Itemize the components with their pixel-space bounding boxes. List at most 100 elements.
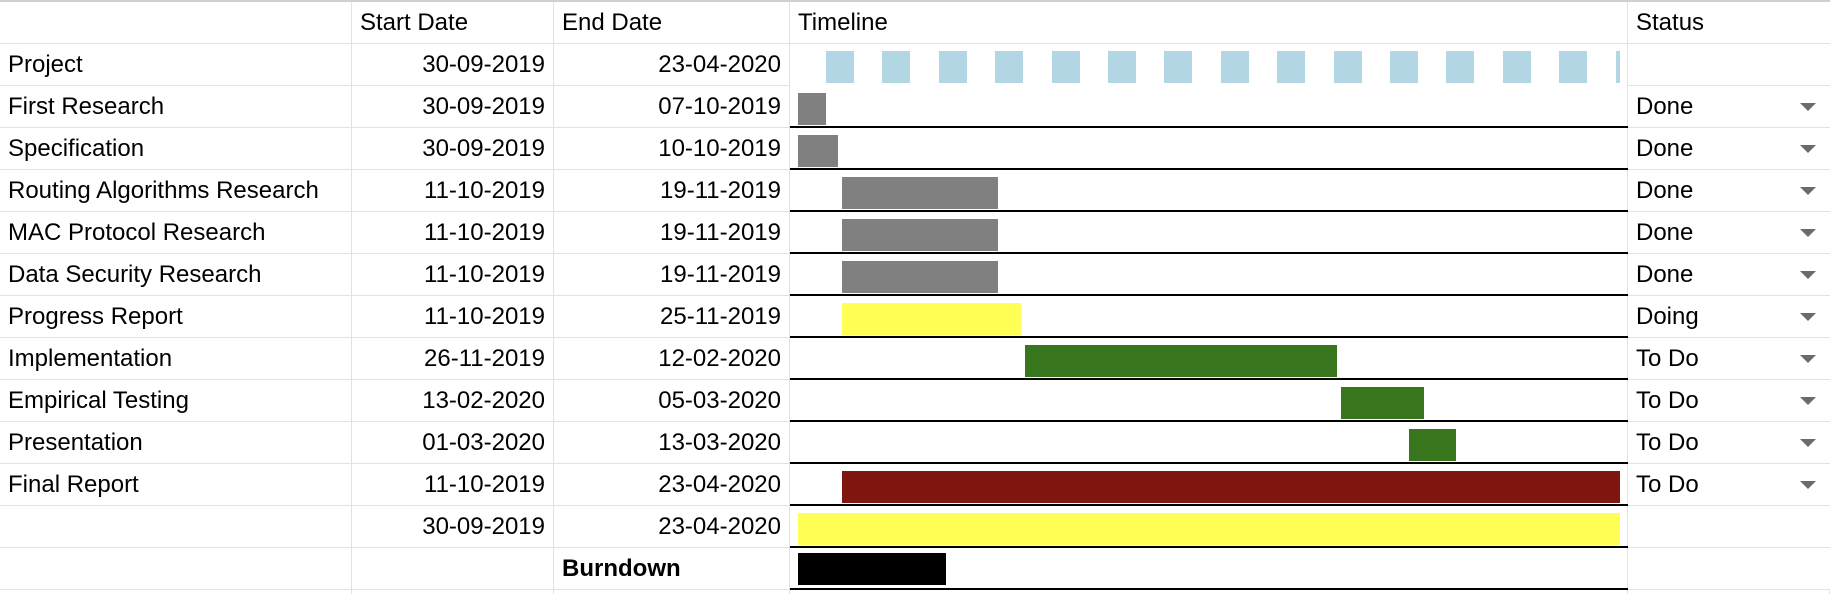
status-cell[interactable]: To Do <box>1628 380 1830 422</box>
project-timeline-segment <box>1502 51 1531 83</box>
end-date-cell[interactable]: 07-10-2019 <box>554 86 790 128</box>
end-date-cell[interactable]: 10-10-2019 <box>554 128 790 170</box>
end-date-cell[interactable]: 19-11-2019 <box>554 170 790 212</box>
task-name-cell[interactable]: Final Report <box>0 464 352 506</box>
project-timeline-segment <box>1277 51 1306 83</box>
project-timeline-segment <box>1051 51 1080 83</box>
status-cell[interactable] <box>1628 44 1830 86</box>
start-date-cell[interactable]: 11-10-2019 <box>352 170 554 212</box>
task-name-cell[interactable]: Implementation <box>0 338 352 380</box>
header-name[interactable] <box>0 2 352 44</box>
timeline-cell[interactable] <box>790 128 1628 170</box>
start-date-cell[interactable]: 11-10-2019 <box>352 296 554 338</box>
gantt-bar-done[interactable] <box>798 135 838 167</box>
header-timeline[interactable]: Timeline <box>790 2 1628 44</box>
start-date-cell[interactable]: 30-09-2019 <box>352 44 554 86</box>
gantt-bar-done[interactable] <box>841 177 998 209</box>
project-timeline-segment <box>1220 51 1249 83</box>
status-cell[interactable]: To Do <box>1628 422 1830 464</box>
status-cell[interactable]: Done <box>1628 212 1830 254</box>
timeline-cell[interactable] <box>790 254 1628 296</box>
timeline-cell[interactable] <box>790 506 1628 548</box>
chevron-down-icon[interactable] <box>1800 397 1816 405</box>
project-timeline-segment <box>938 51 967 83</box>
task-name-cell[interactable] <box>0 506 352 548</box>
chevron-down-icon[interactable] <box>1800 187 1816 195</box>
header-status[interactable]: Status <box>1628 2 1830 44</box>
timeline-cell[interactable] <box>790 380 1628 422</box>
task-name-cell[interactable]: Project <box>0 44 352 86</box>
timeline-cell[interactable] <box>790 422 1628 464</box>
status-value: Done <box>1636 219 1694 246</box>
timeline-cell[interactable] <box>790 44 1628 86</box>
end-date-cell[interactable]: 05-03-2020 <box>554 380 790 422</box>
timeline-row-rule <box>790 252 1628 254</box>
status-cell[interactable]: Done <box>1628 86 1830 128</box>
task-name-cell[interactable]: Data Security Research <box>0 254 352 296</box>
start-date-cell[interactable]: 26-11-2019 <box>352 338 554 380</box>
task-name-cell[interactable]: MAC Protocol Research <box>0 212 352 254</box>
task-name-cell[interactable]: Specification <box>0 128 352 170</box>
end-date-cell[interactable]: 19-11-2019 <box>554 254 790 296</box>
gantt-bar-todo[interactable] <box>1340 387 1425 419</box>
timeline-cell[interactable] <box>790 296 1628 338</box>
start-date-cell[interactable]: 13-02-2020 <box>352 380 554 422</box>
burndown-timeline-cell[interactable] <box>790 548 1628 590</box>
timeline-cell[interactable] <box>790 338 1628 380</box>
status-cell[interactable] <box>1628 506 1830 548</box>
start-date-cell[interactable]: 11-10-2019 <box>352 464 554 506</box>
status-cell[interactable]: Done <box>1628 254 1830 296</box>
header-start[interactable]: Start Date <box>352 2 554 44</box>
gantt-bar-done[interactable] <box>841 219 998 251</box>
chevron-down-icon[interactable] <box>1800 481 1816 489</box>
task-name-cell[interactable]: First Research <box>0 86 352 128</box>
status-cell[interactable]: To Do <box>1628 464 1830 506</box>
task-name-cell[interactable]: Progress Report <box>0 296 352 338</box>
status-cell[interactable]: To Do <box>1628 338 1830 380</box>
end-date-cell[interactable]: 19-11-2019 <box>554 212 790 254</box>
timeline-row-rule <box>790 210 1628 212</box>
chevron-down-icon[interactable] <box>1800 145 1816 153</box>
status-cell[interactable]: Done <box>1628 128 1830 170</box>
task-name-cell[interactable]: Empirical Testing <box>0 380 352 422</box>
task-name-cell[interactable]: Presentation <box>0 422 352 464</box>
chevron-down-icon[interactable] <box>1800 229 1816 237</box>
timeline-cell[interactable] <box>790 464 1628 506</box>
start-date-cell[interactable]: 11-10-2019 <box>352 254 554 296</box>
chevron-down-icon[interactable] <box>1800 313 1816 321</box>
status-cell[interactable]: Doing <box>1628 296 1830 338</box>
start-date-cell[interactable]: 11-10-2019 <box>352 212 554 254</box>
end-date-cell[interactable]: 23-04-2020 <box>554 44 790 86</box>
burndown-empty-cell[interactable] <box>0 548 352 590</box>
gantt-bar-done[interactable] <box>841 261 998 293</box>
timeline-cell[interactable] <box>790 170 1628 212</box>
project-timeline-segment <box>1390 51 1418 83</box>
start-date-cell[interactable]: 30-09-2019 <box>352 506 554 548</box>
end-date-cell[interactable]: 25-11-2019 <box>554 296 790 338</box>
start-date-cell[interactable]: 30-09-2019 <box>352 86 554 128</box>
chevron-down-icon[interactable] <box>1800 103 1816 111</box>
gantt-bar-done[interactable] <box>798 93 826 125</box>
start-date-cell[interactable]: 01-03-2020 <box>352 422 554 464</box>
end-date-cell[interactable]: 23-04-2020 <box>554 464 790 506</box>
burndown-status-cell[interactable] <box>1628 548 1830 590</box>
chevron-down-icon[interactable] <box>1800 355 1816 363</box>
gantt-bar-todo[interactable] <box>1025 345 1337 377</box>
end-date-cell[interactable]: 12-02-2020 <box>554 338 790 380</box>
end-date-cell[interactable]: 23-04-2020 <box>554 506 790 548</box>
start-date-cell[interactable]: 30-09-2019 <box>352 128 554 170</box>
chevron-down-icon[interactable] <box>1800 439 1816 447</box>
burndown-empty-cell[interactable] <box>352 548 554 590</box>
task-name-cell[interactable]: Routing Algorithms Research <box>0 170 352 212</box>
end-date-cell[interactable]: 13-03-2020 <box>554 422 790 464</box>
gantt-bar-total[interactable] <box>798 513 1620 545</box>
gantt-bar-todo[interactable] <box>1408 429 1457 461</box>
gantt-bar-doing[interactable] <box>841 303 1022 335</box>
header-end[interactable]: End Date <box>554 2 790 44</box>
gantt-bar-final[interactable] <box>841 471 1620 503</box>
status-cell[interactable]: Done <box>1628 170 1830 212</box>
timeline-cell[interactable] <box>790 212 1628 254</box>
timeline-cell[interactable] <box>790 86 1628 128</box>
chevron-down-icon[interactable] <box>1800 271 1816 279</box>
burndown-label[interactable]: Burndown <box>554 548 790 590</box>
